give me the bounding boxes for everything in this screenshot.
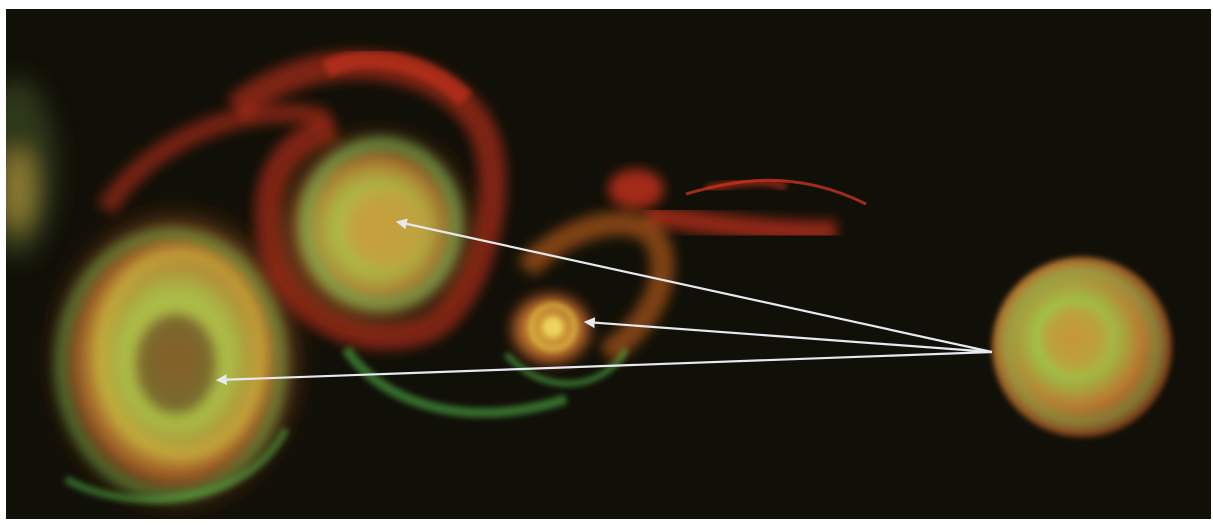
- red-tail: [608, 169, 867, 243]
- large-left-vortex: [46, 103, 330, 514]
- arrow-to-upper-vortex: [395, 218, 993, 354]
- arrow-to-left-vortex: [215, 350, 993, 386]
- left-edge-vortex: [6, 79, 56, 259]
- right-sphere: [992, 257, 1172, 437]
- vortex-visualization: [6, 50, 1172, 514]
- arrow-to-small-vortex: [583, 317, 993, 354]
- visualization-canvas: [6, 9, 1211, 519]
- upper-vortex: [226, 50, 568, 418]
- small-middle-vortex: [503, 211, 675, 387]
- arrows: [215, 218, 993, 386]
